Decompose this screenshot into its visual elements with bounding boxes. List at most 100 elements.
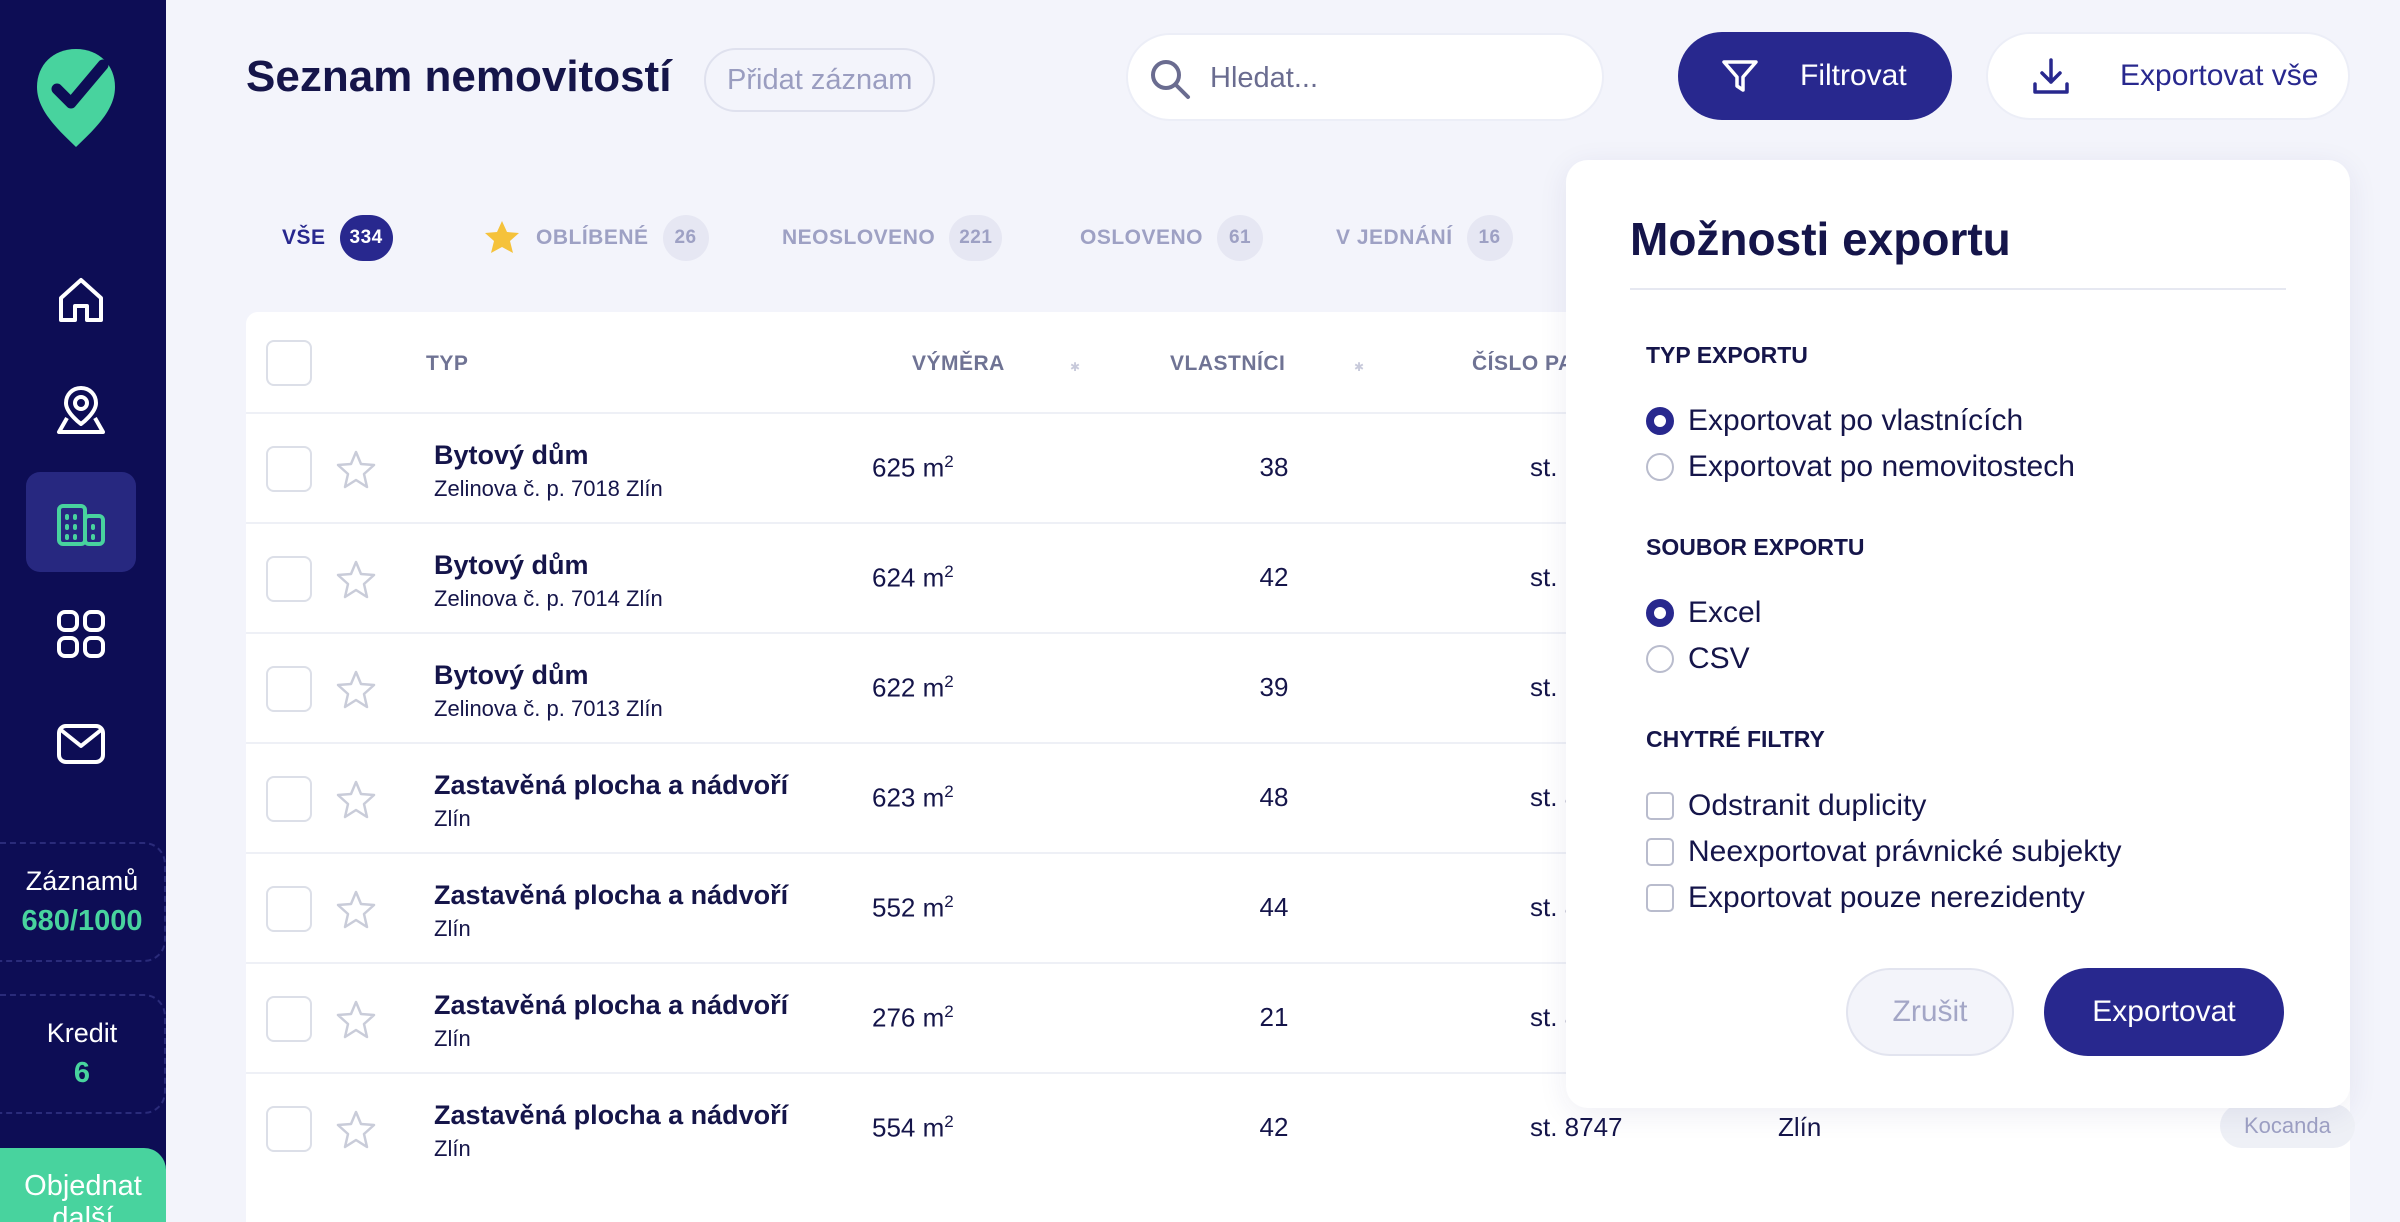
area-exponent: 2 — [944, 892, 954, 911]
nav-apps[interactable] — [26, 584, 136, 684]
property-address: Zelinova č. p. 7013 Zlín — [434, 696, 663, 721]
download-icon — [2033, 58, 2069, 94]
star-icon[interactable] — [334, 998, 378, 1042]
option-label: CSV — [1688, 642, 1750, 675]
property-area: 552 m2 — [872, 892, 954, 924]
area-exponent: 2 — [944, 1112, 954, 1131]
tab-in-negotiation[interactable]: V JEDNÁNÍ 16 — [1336, 214, 1513, 262]
records-value: 680/1000 — [21, 905, 143, 937]
radio-button[interactable] — [1646, 645, 1674, 673]
divider — [1630, 288, 2286, 290]
radio-excel[interactable]: Excel — [1646, 593, 1761, 633]
column-header-area[interactable]: VÝMĚRA — [912, 352, 1005, 375]
property-area: 622 m2 — [872, 672, 954, 704]
records-card: Záznamů 680/1000 — [0, 842, 166, 962]
search-icon — [1151, 60, 1190, 99]
nav-buildings[interactable] — [26, 472, 136, 572]
sidebar: Záznamů 680/1000 Kredit 6 Objednat další — [0, 0, 166, 1222]
tab-label: V JEDNÁNÍ — [1336, 226, 1453, 249]
column-header-type[interactable]: TYP — [426, 352, 469, 375]
radio-button[interactable] — [1646, 453, 1674, 481]
radio-export-by-properties[interactable]: Exportovat po nemovitostech — [1646, 447, 2075, 487]
table-row[interactable]: Bytový dům Zelinova č. p. 7014 Zlín 624 m2… — [246, 522, 2350, 632]
checkbox[interactable] — [1646, 884, 1674, 912]
add-record-button[interactable]: Přidat záznam — [704, 48, 936, 112]
star-icon[interactable] — [334, 1108, 378, 1152]
star-icon[interactable] — [334, 558, 378, 602]
row-checkbox[interactable] — [266, 996, 312, 1042]
tab-not-contacted[interactable]: NEOSLOVENO 221 — [782, 214, 1003, 262]
parcel-number: st. — [1530, 562, 1558, 592]
table-row[interactable]: Bytový dům Zelinova č. p. 7013 Zlín 622 m2… — [246, 632, 2350, 742]
tab-contacted[interactable]: OSLOVENO 61 — [1080, 214, 1264, 262]
area-value: 622 m — [872, 672, 945, 703]
option-label: Odstranit duplicity — [1688, 789, 1927, 822]
sort-icon[interactable]: ✱ — [1354, 360, 1365, 374]
filter-no-legal-entities[interactable]: Neexportovat právnické subjekty — [1646, 832, 2122, 872]
export-button[interactable]: Exportovat — [2044, 968, 2284, 1056]
mail-icon — [57, 724, 105, 764]
row-checkbox[interactable] — [266, 776, 312, 822]
radio-button[interactable] — [1646, 407, 1674, 435]
area-exponent: 2 — [944, 1002, 954, 1021]
tab-count: 221 — [949, 215, 1003, 261]
row-checkbox[interactable] — [266, 886, 312, 932]
row-checkbox[interactable] — [266, 556, 312, 602]
sort-icon[interactable]: ✱ — [1070, 360, 1081, 374]
parcel-number: st. — [1530, 672, 1558, 702]
cancel-button[interactable]: Zrušit — [1846, 968, 2014, 1056]
column-header-owners[interactable]: VLASTNÍCI — [1170, 352, 1286, 375]
table-row[interactable]: Bytový dům Zelinova č. p. 7018 Zlín 625 m2… — [246, 412, 2350, 522]
order-more-button[interactable]: Objednat další — [0, 1148, 166, 1222]
search-input[interactable] — [1210, 53, 1580, 103]
table-row[interactable]: Zastavěná plocha a nádvoří Zlín 554 m2 42 st… — [246, 1072, 2355, 1182]
grid-icon — [57, 610, 105, 658]
row-checkbox[interactable] — [266, 1106, 312, 1152]
nav-mail[interactable] — [26, 694, 136, 794]
property-address: Zlín — [434, 916, 471, 941]
tab-favorites[interactable]: OBLÍBENÉ 26 — [482, 214, 709, 262]
property-type: Bytový dům — [434, 660, 589, 690]
logo-icon[interactable] — [33, 45, 119, 151]
filter-remove-duplicates[interactable]: Odstranit duplicity — [1646, 786, 1926, 826]
nav-home[interactable] — [26, 250, 136, 350]
tab-label: VŠE — [282, 226, 326, 249]
radio-csv[interactable]: CSV — [1646, 639, 1750, 679]
tab-all[interactable]: VŠE 334 — [282, 214, 393, 262]
row-checkbox[interactable] — [266, 446, 312, 492]
checkbox[interactable] — [1646, 792, 1674, 820]
select-all-checkbox[interactable] — [266, 340, 312, 386]
radio-export-by-owners[interactable]: Exportovat po vlastnících — [1646, 401, 2023, 441]
property-address: Zlín — [434, 806, 471, 831]
radio-button[interactable] — [1646, 599, 1674, 627]
tab-count: 334 — [339, 215, 393, 261]
property-area: 276 m2 — [872, 1002, 954, 1034]
row-checkbox[interactable] — [266, 666, 312, 712]
option-label: Exportovat po vlastnících — [1688, 404, 2024, 437]
filter-button[interactable]: Filtrovat — [1678, 32, 1952, 120]
filter-non-residents-only[interactable]: Exportovat pouze nerezidenty — [1646, 878, 2085, 918]
area-value: 623 m — [872, 782, 945, 813]
parcel-number: st. 8747 — [1530, 1112, 1623, 1142]
owner-tag[interactable]: Kocanda — [2220, 1104, 2355, 1148]
star-icon[interactable] — [334, 778, 378, 822]
column-header-parcel[interactable]: ČÍSLO PA — [1472, 352, 1574, 375]
star-icon[interactable] — [334, 888, 378, 932]
property-type: Zastavěná plocha a nádvoří — [434, 990, 789, 1020]
export-all-button[interactable]: Exportovat vše — [1986, 32, 2350, 120]
checkbox[interactable] — [1646, 838, 1674, 866]
star-icon[interactable] — [334, 448, 378, 492]
property-area: 554 m2 — [872, 1112, 954, 1144]
tab-label: OSLOVENO — [1080, 226, 1204, 249]
option-label: Neexportovat právnické subjekty — [1688, 835, 2122, 868]
nav-map[interactable] — [26, 360, 136, 460]
property-address: Zelinova č. p. 7018 Zlín — [434, 476, 663, 501]
star-icon[interactable] — [334, 668, 378, 712]
property-address: Zlín — [434, 1136, 471, 1161]
property-address: Zelinova č. p. 7014 Zlín — [434, 586, 663, 611]
filter-label: Filtrovat — [1800, 59, 1907, 92]
search-box — [1126, 33, 1604, 121]
